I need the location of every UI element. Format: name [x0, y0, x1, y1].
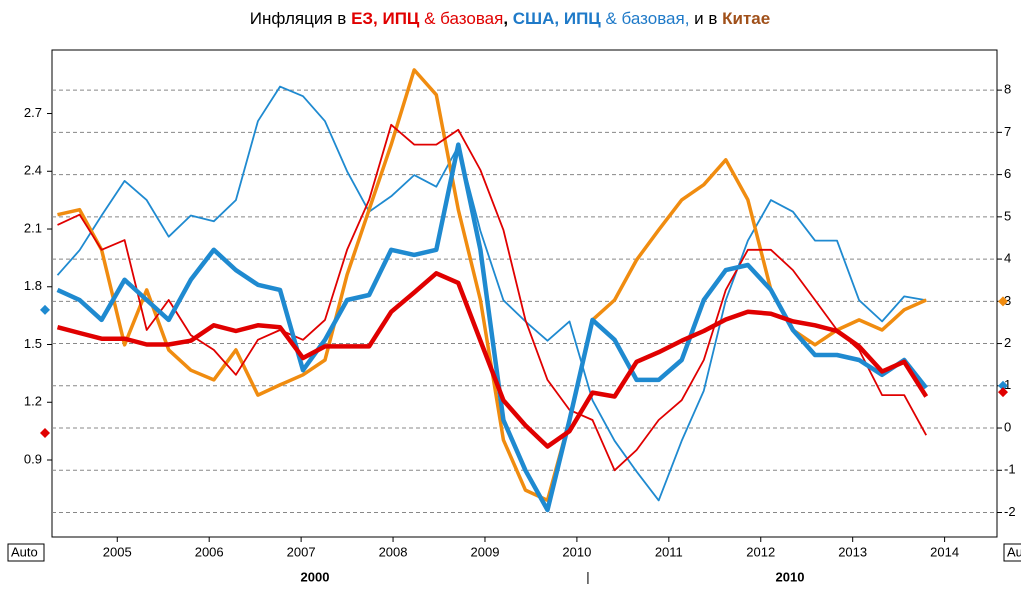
x-tick-label: 2009: [471, 544, 500, 559]
auto-button-label: Auto: [11, 544, 38, 559]
x-tick-label: 2010: [562, 544, 591, 559]
y2-tick-label: 5: [1004, 208, 1011, 223]
x2-label: 2000: [301, 569, 330, 584]
y-tick-label: 0.9: [24, 451, 42, 466]
y2-tick-label: 6: [1004, 166, 1011, 181]
axis-marker: [998, 380, 1008, 391]
y2-tick-label: 7: [1004, 124, 1011, 139]
series-line: [56, 85, 927, 502]
y-tick-label: 2.4: [24, 163, 42, 178]
y2-tick-label: 8: [1004, 82, 1011, 97]
chart-title: Инфляция в ЕЗ, ИПЦ & базовая, США, ИПЦ &…: [250, 9, 770, 28]
x-tick-label: 2005: [103, 544, 132, 559]
auto-button-label: Auto: [1007, 544, 1021, 559]
title-part: ,: [503, 9, 512, 28]
title-part: & базовая: [419, 9, 503, 28]
y2-tick-label: 4: [1004, 251, 1011, 266]
y2-tick-label: -1: [1004, 462, 1016, 477]
x-tick-label: 2014: [930, 544, 959, 559]
axis-marker: [40, 428, 50, 439]
x-tick-label: 2011: [655, 544, 683, 559]
y-tick-label: 1.8: [24, 278, 42, 293]
series-line: [57, 123, 927, 472]
title-part: ЕЗ, ИПЦ: [351, 9, 420, 28]
series-line: [56, 142, 928, 513]
x-tick-label: 2006: [195, 544, 224, 559]
title-part: и в: [689, 9, 722, 28]
x-tick-label: 2008: [379, 544, 408, 559]
axis-marker: [40, 304, 50, 315]
separator: |: [586, 569, 589, 584]
y2-tick-label: -2: [1004, 504, 1016, 519]
x2-label: 2010: [776, 569, 805, 584]
y2-tick-label: 2: [1004, 335, 1011, 350]
series-line: [56, 271, 929, 449]
y-tick-label: 2.7: [24, 105, 42, 120]
title-part: Инфляция в: [250, 9, 351, 28]
y-tick-label: 1.5: [24, 336, 42, 351]
plot-frame: [51, 49, 998, 538]
x-tick-label: 2013: [838, 544, 867, 559]
x-tick-label: 2012: [746, 544, 775, 559]
auto-button: [1003, 543, 1021, 562]
y-tick-label: 2.1: [24, 220, 42, 235]
y2-tick-label: 3: [1004, 293, 1011, 308]
y2-tick-label: 0: [1004, 419, 1011, 434]
title-part: США, ИПЦ: [513, 9, 602, 28]
y2-tick-label: 1: [1004, 377, 1011, 392]
auto-button: [7, 543, 45, 562]
title-part: Китае: [722, 9, 770, 28]
axis-marker: [998, 296, 1008, 307]
x-tick-label: 2007: [287, 544, 316, 559]
title-part: & базовая,: [601, 9, 690, 28]
y-tick-label: 1.2: [24, 394, 42, 409]
axis-marker: [998, 387, 1008, 398]
